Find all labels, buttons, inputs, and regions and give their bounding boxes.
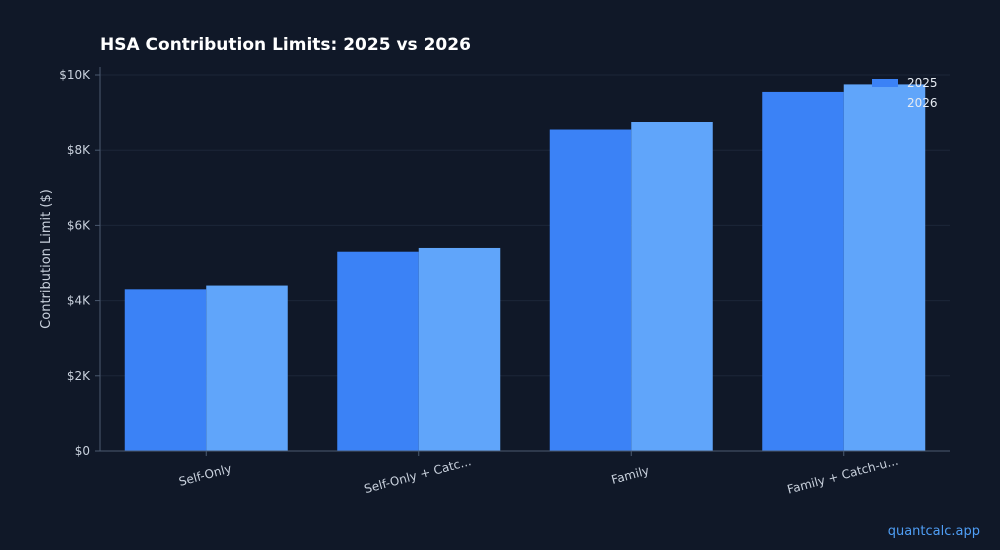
axes — [99, 67, 950, 452]
bars — [124, 84, 926, 452]
y-tick-label: $2K — [67, 369, 91, 383]
y-axis-ticks: $0 $2K $4K $6K $8K $10K — [59, 68, 100, 458]
x-tick-label: Self-Only — [177, 461, 233, 489]
bar-2025-1[interactable] — [337, 251, 419, 451]
bar-2025-0[interactable] — [124, 289, 207, 451]
x-axis-ticks: Self-Only Self-Only + Catc... Family Family… — [177, 451, 900, 497]
y-tick-label: $10K — [59, 68, 91, 82]
legend-swatch-2025 — [872, 79, 898, 87]
bar-2025-3[interactable] — [762, 91, 844, 452]
bar-2026-1[interactable] — [418, 247, 501, 451]
x-tick-label: Self-Only + Catc... — [363, 454, 473, 496]
x-tick-label: Family — [610, 463, 651, 487]
legend: 2025 2026 — [872, 76, 938, 110]
chart-title: HSA Contribution Limits: 2025 vs 2026 — [100, 35, 471, 55]
y-tick-label: $4K — [67, 294, 91, 308]
legend-swatch-2026 — [872, 99, 898, 107]
y-tick-label: $6K — [67, 218, 91, 232]
watermark[interactable]: quantcalc.app — [887, 524, 980, 539]
bar-2026-3[interactable] — [843, 84, 926, 452]
y-axis-label: Contribution Limit ($) — [39, 189, 54, 329]
legend-label-2026: 2026 — [907, 96, 938, 110]
bar-2025-2[interactable] — [549, 129, 632, 451]
bar-2026-2[interactable] — [631, 122, 713, 451]
bar-2026-0[interactable] — [206, 285, 288, 451]
legend-label-2025: 2025 — [907, 76, 938, 90]
y-tick-label: $0 — [75, 444, 90, 458]
y-tick-label: $8K — [67, 143, 91, 157]
x-tick-label: Family + Catch-u... — [786, 454, 900, 497]
